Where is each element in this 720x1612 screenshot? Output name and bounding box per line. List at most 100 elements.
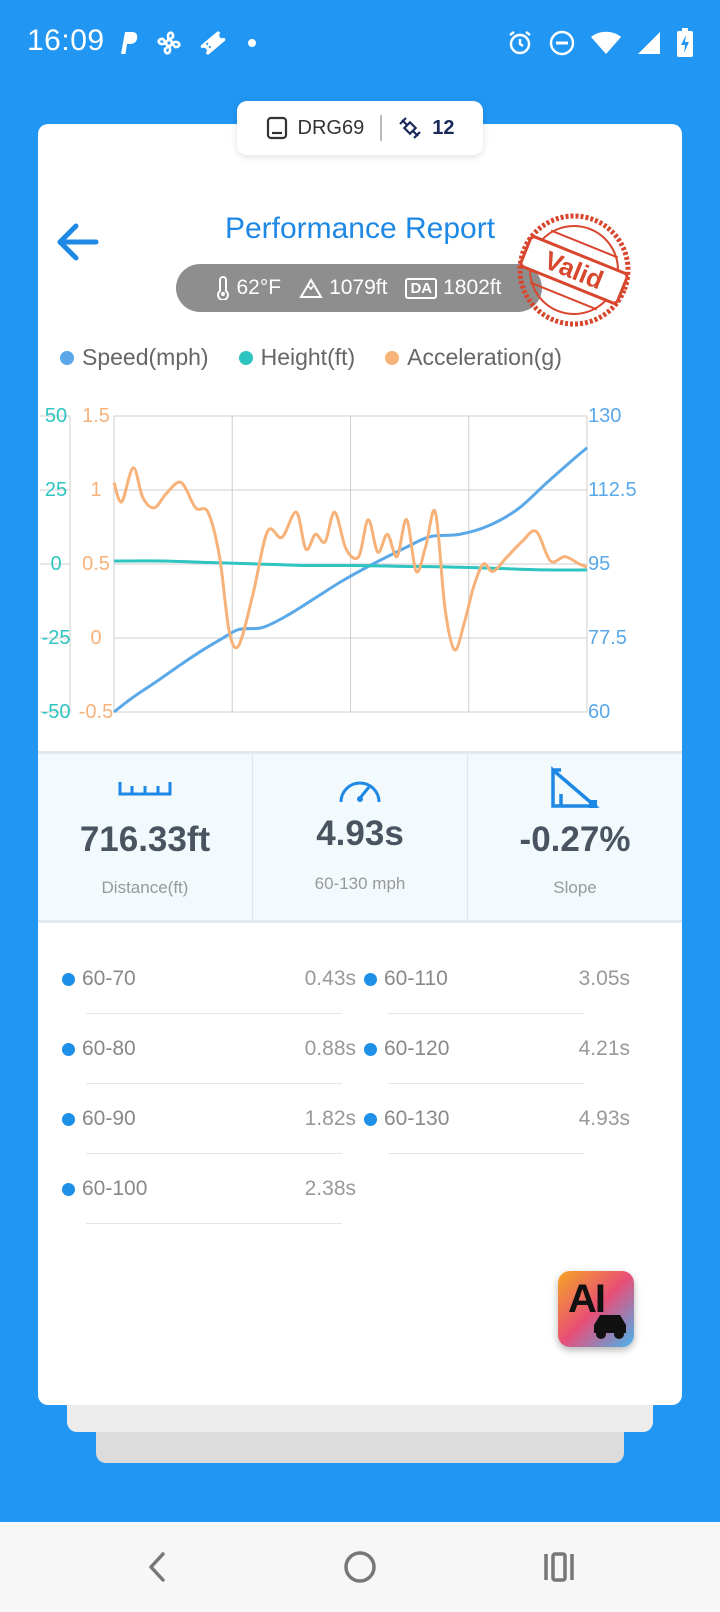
legend-dot-height (238, 350, 253, 365)
ai-label: AI (568, 1277, 606, 1321)
series-line-accel (112, 466, 588, 652)
acceleration-tick-label: -0.5 (79, 701, 113, 723)
cellular-icon (638, 32, 660, 54)
stat-label: 60-130 mph (314, 874, 406, 893)
split-time: 0.88s (304, 1037, 356, 1060)
acceleration-tick-label: 0.5 (82, 553, 110, 575)
back-nav-icon[interactable] (135, 1544, 181, 1590)
acceleration-tick-label: 1 (90, 479, 101, 501)
split-name: 60-130 (384, 1107, 450, 1130)
temperature-value: 62°F (236, 276, 282, 299)
split-time: 0.43s (304, 967, 356, 990)
split-row: 60-80 0.88s (62, 1014, 356, 1084)
status-time: 16:09 (27, 24, 105, 57)
speed-tick-label: 60 (588, 701, 610, 723)
satellite-icon (399, 117, 421, 139)
speed-tick-label: 95 (588, 553, 610, 575)
legend-label-height: Height(ft) (260, 344, 356, 370)
split-time: 1.82s (304, 1107, 356, 1130)
height-tick-label: -25 (42, 627, 71, 649)
acceleration-tick-label: 1.5 (82, 405, 110, 427)
status-bar: 16:09 (0, 0, 720, 88)
system-navigation-bar (0, 1522, 720, 1612)
notification-dot (248, 39, 256, 47)
back-arrow-icon[interactable] (52, 216, 104, 268)
chart-grid (40, 415, 588, 713)
device-pill[interactable]: DRG69 12 (237, 101, 483, 155)
split-row: 60-120 4.21s (364, 1014, 630, 1084)
legend-item-height[interactable]: Height(ft) (238, 344, 356, 371)
stat-label: Slope (553, 878, 597, 897)
split-dot (62, 1042, 75, 1056)
page-title: Performance Report (224, 212, 496, 245)
speed-axis-ticks: 130 112.5 95 77.5 60 (588, 405, 637, 723)
density-altitude-badge: DA (405, 277, 438, 299)
split-row: 60-70 0.43s (62, 944, 356, 1014)
stat-value: 4.93s (316, 814, 404, 853)
split-name: 60-100 (82, 1177, 148, 1200)
device-icon (266, 116, 287, 140)
split-time: 4.93s (578, 1107, 630, 1130)
split-name: 60-90 (82, 1107, 136, 1130)
legend-item-speed[interactable]: Speed(mph) (60, 344, 209, 371)
stat-value: 716.33ft (79, 820, 211, 859)
stat-value: -0.27% (519, 820, 631, 859)
slope-icon (551, 766, 600, 808)
split-time: 4.21s (578, 1037, 630, 1060)
summary-stats: 716.33ft Distance(ft) 4.93s 60-130 mph -… (38, 751, 682, 923)
acceleration-tick-label: 0 (90, 627, 101, 649)
legend-dot-speed (60, 350, 74, 365)
split-dot (62, 1182, 75, 1196)
speed-tick-label: 112.5 (588, 479, 637, 501)
legend-label-speed: Speed(mph) (82, 344, 209, 370)
split-row: 60-100 2.38s (62, 1154, 356, 1224)
split-row: 60-90 1.82s (62, 1084, 356, 1154)
altitude-value: 1079ft (329, 276, 388, 299)
split-row: 60-110 3.05s (364, 944, 630, 1014)
split-dot (364, 972, 377, 986)
chart-legend: Speed(mph) Height(ft) Acceleration(g) (60, 344, 562, 371)
split-dot (62, 1112, 75, 1126)
chart-series (112, 446, 588, 714)
do-not-disturb-icon (549, 30, 575, 56)
stat-distance: 716.33ft Distance(ft) (38, 754, 252, 920)
recents-nav-icon[interactable] (537, 1544, 583, 1590)
split-row: 60-130 4.93s (364, 1084, 630, 1154)
split-dot (364, 1112, 377, 1126)
alarm-icon (509, 31, 531, 55)
altitude-item: 1079ft (299, 276, 387, 300)
performance-chart: 50 25 0 -25 -50 1.5 1 0.5 0 -0.5 130 112.5 95 77.5 6… (40, 405, 637, 723)
stat-slope: -0.27% Slope (467, 754, 682, 920)
home-nav-icon[interactable] (337, 1544, 383, 1590)
status-notification-icons (116, 28, 256, 58)
ai-car-icon (594, 1315, 626, 1339)
speed-tick-label: 130 (588, 405, 621, 427)
split-time: 2.38s (304, 1177, 356, 1200)
fan-icon (157, 31, 181, 55)
stat-time: 4.93s 60-130 mph (252, 754, 467, 920)
legend-item-acceleration[interactable]: Acceleration(g) (385, 344, 562, 371)
series-line-height (113, 559, 588, 572)
ai-assistant-button[interactable]: AI (558, 1271, 634, 1347)
height-tick-label: 25 (45, 479, 67, 501)
device-name: DRG69 (297, 116, 365, 139)
wifi-icon (591, 31, 621, 54)
satellite-count: 12 (432, 116, 455, 139)
conditions-bar: 62°F 1079ft DA 1802ft (176, 264, 542, 312)
density-altitude-item: DA 1802ft (405, 276, 502, 300)
split-time: 3.05s (578, 967, 630, 990)
height-tick-label: 50 (45, 405, 67, 427)
split-name: 60-80 (82, 1037, 136, 1060)
split-dot (364, 1042, 377, 1056)
legend-dot-acceleration (385, 350, 400, 365)
ticket-icon (200, 31, 226, 55)
thermometer-icon (217, 276, 230, 300)
device-separator (380, 115, 383, 141)
height-tick-label: 0 (50, 553, 61, 575)
speedometer-icon (339, 781, 381, 803)
battery-charging-icon (677, 28, 693, 57)
paypal-icon (121, 32, 138, 54)
height-axis-ticks: 50 25 0 -25 -50 (42, 405, 71, 723)
series-line-speed (113, 446, 588, 714)
stat-label: Distance(ft) (101, 878, 189, 897)
